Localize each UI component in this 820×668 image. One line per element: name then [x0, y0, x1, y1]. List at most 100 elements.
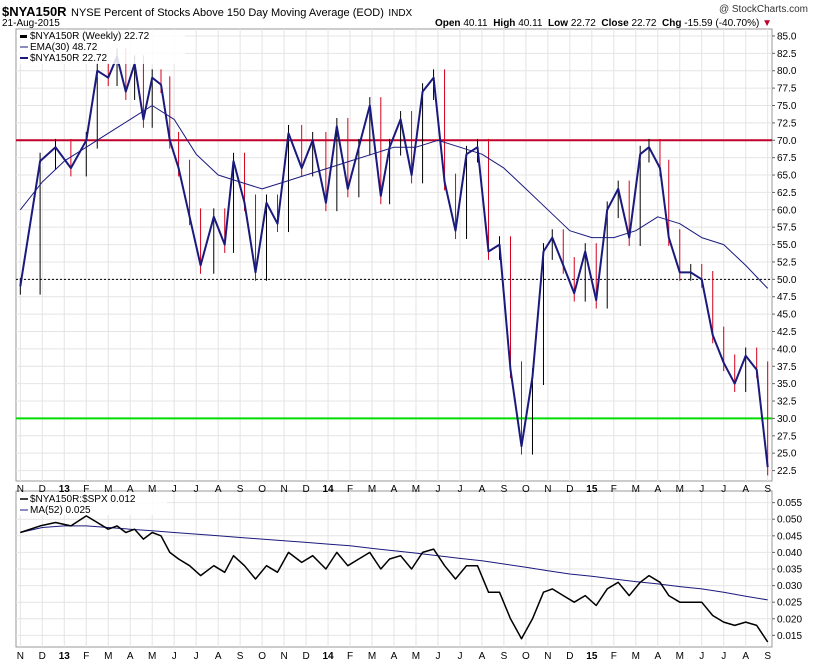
x-tick-label-top: D [39, 484, 46, 495]
y-tick-label: 37.5 [777, 362, 797, 373]
y-tick-label: 70.0 [777, 136, 797, 147]
x-tick-label-top: S [501, 484, 508, 495]
x-tick-label-bottom: A [742, 651, 749, 662]
y-tick-label: 52.5 [777, 257, 797, 268]
x-tick-label-top: M [368, 484, 376, 495]
x-tick-label-bottom: F [347, 651, 353, 662]
y-tick-label: 85.0 [777, 31, 797, 42]
y-tick-label: 65.0 [777, 171, 797, 182]
x-tick-label-top: O [258, 484, 266, 495]
x-tick-label-bottom: N [280, 651, 287, 662]
y-tick-label: 0.035 [777, 565, 802, 576]
x-tick-label-top: A [654, 484, 661, 495]
x-tick-label-bottom: N [17, 651, 24, 662]
x-tick-label-bottom: M [148, 651, 156, 662]
close-value: 22.72 [631, 18, 657, 29]
legend-ratio: $NYA150R:$SPX 0.012 [30, 494, 136, 505]
y-tick-label: 67.5 [777, 153, 797, 164]
top-panel: 22.5 25.0 27.5 30.0 32.5 35.0 37.5 40.0 42.5 45.0… [15, 28, 797, 482]
x-tick-label-bottom: 15 [586, 651, 598, 662]
low-label: Low [548, 18, 569, 29]
x-tick-label-bottom: S [764, 651, 771, 662]
x-tick-label-top: N [544, 484, 551, 495]
y-tick-label: 0.055 [777, 498, 802, 509]
x-tick-label-top: J [172, 484, 177, 495]
x-tick-label-bottom: A [654, 651, 661, 662]
quote-line: Open 40.11 High 40.11 Low 22.72 Close 22… [435, 18, 772, 29]
x-tick-label-top: F [611, 484, 617, 495]
legend-price-line: $NYA150R 22.72 [30, 53, 108, 64]
x-tick-label-top: A [391, 484, 398, 495]
price-line [19, 55, 769, 468]
y-tick-label: 0.030 [777, 581, 802, 592]
legend-box [17, 492, 167, 515]
x-tick-label-bottom: J [172, 651, 177, 662]
y-tick-label: 45.0 [777, 310, 797, 321]
y-tick-label: 60.0 [777, 205, 797, 216]
x-tick-label-top: S [237, 484, 244, 495]
y-tick-label: 42.5 [777, 327, 797, 338]
x-tick-label-bottom: A [127, 651, 134, 662]
ratio-ma-52-line [20, 525, 768, 601]
legend-price-bars: $NYA150R (Weekly) 22.72 [30, 31, 150, 42]
y-tick-label: 0.040 [777, 548, 802, 559]
x-tick-label-bottom: M [632, 651, 640, 662]
y-tick-label: 32.5 [777, 397, 797, 408]
x-tick-label-bottom: J [457, 651, 462, 662]
x-tick-label-bottom: J [699, 651, 704, 662]
x-tick-label-top: O [522, 484, 530, 495]
y-tick-label: 0.045 [777, 531, 802, 542]
y-tick-label: 0.025 [777, 598, 802, 609]
y-tick-label: 72.5 [777, 118, 797, 129]
x-tick-label-bottom: D [302, 651, 309, 662]
x-tick-label-top: J [457, 484, 462, 495]
low-value: 22.72 [570, 18, 596, 29]
open-value: 40.11 [463, 18, 488, 29]
x-tick-label-bottom: S [501, 651, 508, 662]
y-tick-label: 27.5 [777, 431, 797, 442]
y-tick-label: 0.050 [777, 515, 802, 526]
high-value: 40.11 [518, 18, 543, 29]
x-tick-label-top: D [302, 484, 309, 495]
x-tick-label-bottom: 14 [322, 651, 334, 662]
x-tick-label-top: J [435, 484, 440, 495]
date-label: 21-Aug-2015 [2, 18, 60, 29]
x-tick-label-top: A [479, 484, 486, 495]
chg-value: -15.59 (-40.70%) [684, 18, 760, 29]
y-tick-label: 22.5 [777, 466, 797, 477]
x-tick-label-bottom: J [721, 651, 726, 662]
y-tick-label: 25.0 [777, 449, 797, 460]
y-tick-label: 82.5 [777, 49, 797, 60]
x-tick-label-bottom: M [412, 651, 420, 662]
x-tick-label-bottom: A [391, 651, 398, 662]
x-tick-label-bottom: F [83, 651, 89, 662]
chart-title: NYSE Percent of Stocks Above 150 Day Mov… [71, 7, 384, 19]
x-tick-label-top: M [632, 484, 640, 495]
x-tick-label-top: M [676, 484, 684, 495]
x-tick-label-top: 14 [322, 484, 334, 495]
x-tick-label-top: D [566, 484, 573, 495]
x-axis: N N D D 13 13 F F M M A A M M J J J J A A S S O O N N D D 14 14 F F M M A A… [17, 484, 772, 662]
symbol-label: $NYA150R [2, 4, 67, 19]
x-tick-label-bottom: J [194, 651, 199, 662]
bottom-panel: 0.015 0.020 0.025 0.030 0.035 0.040 0.045 0.050… [15, 490, 802, 648]
y-tick-label: 77.5 [777, 84, 797, 95]
x-tick-label-top: F [83, 484, 89, 495]
x-tick-label-bottom: M [368, 651, 376, 662]
x-tick-label-top: J [699, 484, 704, 495]
x-tick-label-bottom: D [566, 651, 573, 662]
x-tick-label-top: S [764, 484, 771, 495]
chg-label: Chg [662, 18, 682, 29]
open-label: Open [434, 18, 461, 29]
x-tick-label-top: F [347, 484, 353, 495]
x-tick-label-top: A [742, 484, 749, 495]
legend-ratio-ma: MA(52) 0.025 [30, 505, 91, 516]
close-label: Close [601, 18, 629, 29]
x-tick-label-bottom: A [215, 651, 222, 662]
legend-swatch-price-bars [20, 35, 27, 38]
legend-box [17, 30, 185, 64]
y-tick-label: 75.0 [777, 101, 797, 112]
y-tick-label: 40.0 [777, 344, 797, 355]
y-tick-label: 80.0 [777, 66, 797, 77]
y-tick-label: 30.0 [777, 414, 797, 425]
